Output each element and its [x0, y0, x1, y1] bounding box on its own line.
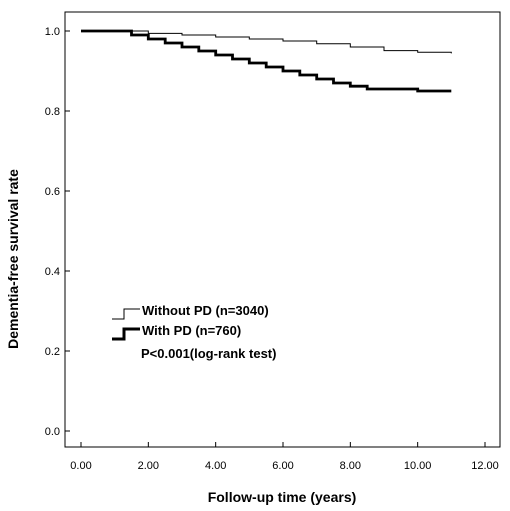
x-tick-label: 2.00 — [138, 460, 159, 472]
y-tick-label: 0.2 — [45, 346, 60, 358]
x-tick-label: 12.00 — [471, 460, 499, 472]
y-tick-label: 0.4 — [45, 266, 60, 278]
y-tick-label: 0.8 — [45, 106, 60, 118]
chart-legend: Without PD (n=3040) With PD (n=760) P<0.… — [112, 303, 276, 361]
x-tick-label: 6.00 — [272, 460, 293, 472]
legend-item-without-pd: Without PD (n=3040) — [112, 303, 269, 320]
chart-axes — [64, 11, 501, 448]
y-tick-label: 0.6 — [45, 186, 60, 198]
legend-item-with-pd: With PD (n=760) — [112, 323, 241, 341]
x-tick-label: 8.00 — [340, 460, 361, 472]
x-tick-label: 0.00 — [70, 460, 91, 472]
legend-label-without-pd: Without PD (n=3040) — [142, 303, 269, 318]
plot-frame — [64, 11, 501, 448]
y-axis-title: Dementia-free survival rate — [5, 169, 21, 349]
x-axis-title: Follow-up time (years) — [208, 489, 357, 505]
x-tick-label: 10.00 — [404, 460, 432, 472]
legend-swatch-without-pd — [112, 308, 140, 320]
y-tick-label: 1.0 — [45, 26, 60, 38]
legend-label-with-pd: With PD (n=760) — [142, 323, 241, 338]
series-line-without-pd — [81, 30, 452, 54]
y-tick-label: 0.0 — [45, 426, 60, 438]
chart-series — [81, 29, 452, 93]
chart-ticks: 0.0 0.2 0.4 0.6 0.8 1.0 0.00 2.00 4.00 6.00 8.00 10… — [45, 26, 499, 472]
x-tick-label: 4.00 — [205, 460, 226, 472]
log-rank-annotation: P<0.001(log-rank test) — [141, 346, 276, 361]
series-line-with-pd — [81, 29, 452, 93]
legend-swatch-with-pd — [112, 327, 140, 341]
